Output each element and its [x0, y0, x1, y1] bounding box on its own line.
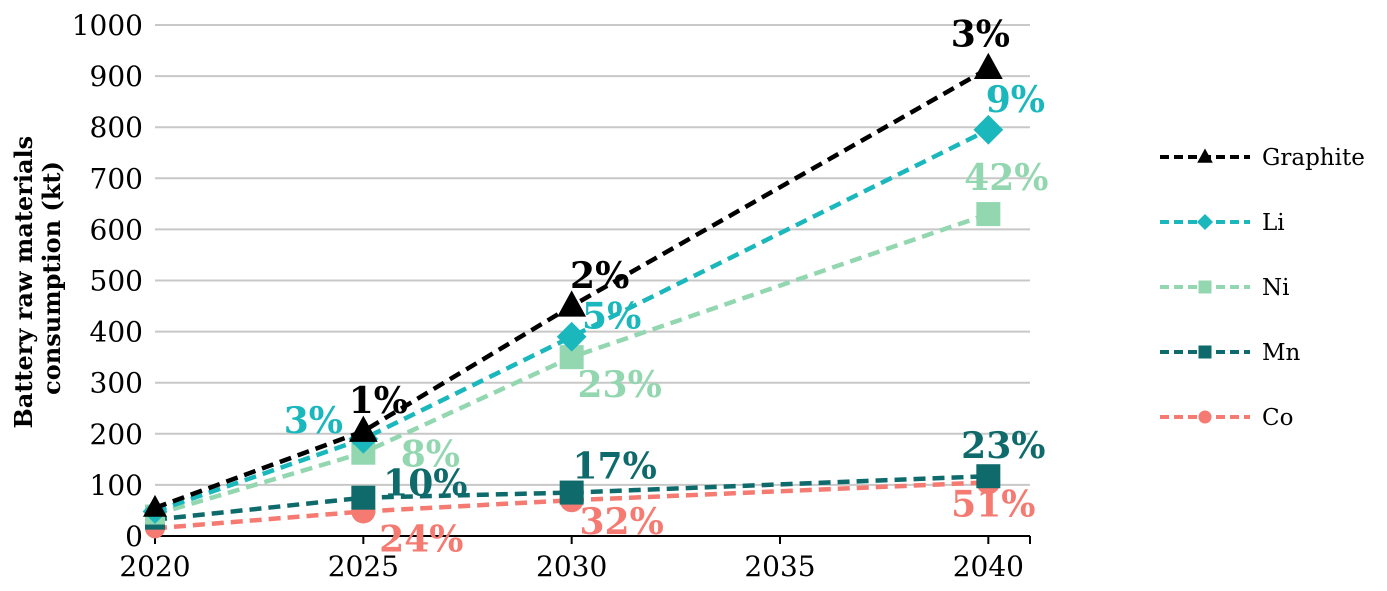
data-label-co-2025: 24%: [379, 518, 463, 560]
y-tick-label-900: 900: [90, 60, 143, 93]
data-label-li-2025: 3%: [284, 400, 343, 442]
legend-label-ni: Ni: [1262, 275, 1289, 301]
point-graphite-2040: [974, 53, 1003, 79]
legend-marker-ni: [1199, 281, 1212, 294]
legend: Graphite Li Ni Mn Co: [1160, 145, 1365, 431]
point-mn-2025: [351, 486, 375, 510]
x-tick-label-2030: 2030: [536, 550, 607, 583]
y-tick-label-500: 500: [90, 265, 143, 298]
y-tick-label-400: 400: [90, 316, 143, 349]
legend-label-mn: Mn: [1262, 340, 1301, 366]
point-ni-2040: [976, 202, 1000, 226]
data-label-ni-2030: 23%: [578, 364, 662, 406]
y-tick-label-100: 100: [90, 469, 143, 502]
y-tick-label-1000: 1000: [72, 9, 143, 42]
legend-label-li: Li: [1262, 210, 1285, 236]
data-label-ni-2025: 8%: [401, 434, 460, 476]
y-tick-label-0: 0: [125, 520, 143, 553]
x-tick-label-2020: 2020: [119, 550, 190, 583]
y-tick-label-200: 200: [90, 418, 143, 451]
legend-marker-li: [1197, 214, 1213, 230]
y-axis-title-line-2: consumption (kt): [37, 161, 66, 395]
legend-item-co: Co: [1160, 405, 1293, 431]
data-label-co-2040: 51%: [951, 483, 1035, 525]
legend-item-mn: Mn: [1160, 340, 1301, 366]
data-label-co-2030: 32%: [580, 501, 664, 543]
legend-item-graphite: Graphite: [1160, 145, 1365, 171]
legend-item-li: Li: [1160, 210, 1285, 236]
y-tick-label-600: 600: [90, 213, 143, 246]
x-tick-label-2035: 2035: [744, 550, 815, 583]
legend-marker-mn: [1199, 346, 1212, 359]
legend-label-co: Co: [1262, 405, 1293, 431]
data-label-li-2040: 9%: [986, 79, 1045, 121]
x-tick-label-2040: 2040: [953, 550, 1024, 583]
y-axis-title: Battery raw materials consumption (kt): [9, 127, 66, 428]
legend-label-graphite: Graphite: [1262, 145, 1365, 171]
y-tick-label-700: 700: [90, 162, 143, 195]
data-label-mn-2030: 17%: [573, 446, 657, 488]
y-tick-label-800: 800: [90, 111, 143, 144]
legend-item-ni: Ni: [1160, 275, 1289, 301]
legend-marker-co: [1199, 411, 1212, 424]
data-label-graphite-2030: 2%: [570, 255, 629, 297]
data-label-mn-2040: 23%: [961, 425, 1045, 467]
y-tick-label-300: 300: [90, 367, 143, 400]
data-label-graphite-2040: 3%: [951, 13, 1010, 55]
y-axis-title-line-1: Battery raw materials: [9, 136, 38, 429]
data-label-li-2030: 5%: [582, 296, 641, 338]
data-label-ni-2040: 42%: [964, 157, 1048, 199]
data-label-graphite-2025: 1%: [349, 380, 408, 422]
